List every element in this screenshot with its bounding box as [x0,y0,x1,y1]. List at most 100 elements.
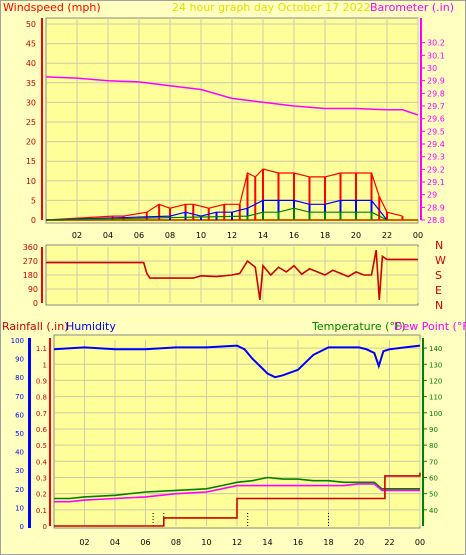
x-tick-label: 16 [293,538,303,547]
wind-baro-x-ticks: 02 04 06 08 10 12 14 16 18 20 22 00 [72,231,423,240]
temperature-tick-label: 90 [429,426,438,434]
barometer-tick-label: 29 [427,191,437,200]
humidity-tick-label: 90 [15,356,24,364]
barometer-tick-label: 28.9 [427,203,445,212]
windspeed-tick-label: 45 [26,40,36,49]
x-tick-label: 00 [413,231,423,240]
rainfall-tick-label: 0.5 [36,442,47,450]
rain-x-ticks: 02 04 06 08 10 12 14 16 18 20 22 00 [79,538,425,547]
temperature-tick-label: 110 [429,394,442,402]
rainfall-tick-label: 0.3 [36,474,47,482]
rainfall-axis-ticks: 0 0.1 0.2 0.3 0.4 0.5 0.6 0.7 0.8 0.9 1 1.1 [36,338,51,531]
windspeed-tick-label: 0 [31,216,36,225]
temperature-tick-label: 40 [429,507,438,515]
humidity-tick-label: 40 [15,449,24,457]
x-tick-label: 12 [227,231,237,240]
x-tick-label: 06 [140,538,150,547]
x-tick-label: 08 [171,538,181,547]
temperature-tick-label: 50 [429,491,438,499]
rainfall-series [54,472,421,527]
dew-point-series [54,483,420,503]
barometer-tick-label: 29.4 [427,140,445,149]
windspeed-tick-label: 10 [26,177,36,186]
temperature-tick-label: 100 [429,410,442,418]
humidity-tick-label: 10 [15,504,24,512]
humidity-tick-label: 20 [15,486,24,494]
humidity-series [53,344,421,379]
temperature-axis-label: Temperature (°F) [311,320,406,333]
rainfall-tick-label: 1 [43,361,47,369]
rainfall-tick-label: 0.9 [36,377,47,385]
compass-label: W [435,254,446,267]
chart-title: 24 hour graph day October 17 2022 [172,1,371,14]
rainfall-tick-label: 0.4 [36,458,48,466]
humidity-tick-label: 30 [15,467,24,475]
x-tick-label: 18 [320,231,330,240]
x-tick-label: 22 [384,538,394,547]
temperature-tick-label: 70 [429,458,438,466]
barometer-tick-label: 30.1 [427,51,445,60]
x-tick-label: 04 [110,538,120,547]
x-tick-label: 10 [201,538,211,547]
windspeed-tick-label: 40 [26,59,36,68]
rainfall-tick-label: 0 [43,523,47,531]
humidity-tick-label: 70 [15,393,24,401]
x-tick-label: 00 [415,538,425,547]
windspeed-tick-label: 20 [26,138,36,147]
windspeed-tick-label: 30 [26,98,36,107]
direction-series [46,249,418,301]
temperature-tick-label: 60 [429,474,438,482]
humidity-axis-bar [28,338,31,528]
wind-gust-series [45,168,403,221]
temperature-tick-label: 140 [429,345,442,353]
wind-average-series [45,199,388,221]
humidity-axis-label: Humidity [66,320,116,333]
barometer-tick-label: 29.1 [427,178,445,187]
rainfall-tick-label: 0.2 [36,491,47,499]
x-tick-label: 02 [79,538,89,547]
wind-baro-series [45,76,419,221]
direction-tick-label: 90 [28,285,38,294]
temperature-tick-label: 130 [429,361,442,369]
rain-grid [54,340,421,526]
barometer-axis-ticks: 28.8 28.9 29 29.1 29.2 29.3 29.4 29.5 29.6 29.7 29… [420,18,445,225]
dewpoint-axis-label: Dew Point (°F) [394,320,466,333]
x-tick-label: 20 [351,231,361,240]
direction-tick-label: 0 [33,299,38,308]
temperature-tick-label: 120 [429,377,442,385]
humidity-tick-label: 60 [15,411,24,419]
humidity-axis-ticks: 0 10 20 30 40 50 60 70 80 90 100 [11,337,24,531]
compass-label: N [435,239,443,252]
x-tick-label: 04 [103,231,113,240]
x-tick-label: 12 [232,538,242,547]
temperature-axis-ticks: 40 50 60 70 80 90 100 110 120 130 140 [422,338,442,526]
direction-tick-label: 360 [23,243,38,252]
barometer-axis-label: Barometer (.in) [370,1,454,14]
windspeed-tick-label: 25 [26,118,36,127]
barometer-tick-label: 30.2 [427,39,445,48]
windspeed-axis-label: Windspeed (mph) [3,1,101,14]
x-tick-label: 08 [165,231,175,240]
windspeed-tick-label: 5 [31,196,36,205]
barometer-tick-label: 30 [427,64,437,73]
windspeed-tick-label: 15 [26,157,36,166]
rainfall-tick-label: 0.1 [36,507,47,515]
compass-label: N [435,299,443,312]
humidity-tick-label: 0 [20,523,24,531]
rainfall-tick-label: 0.8 [36,394,47,402]
direction-tick-label: 270 [23,257,38,266]
x-tick-label: 02 [72,231,82,240]
windspeed-axis-ticks: 0 5 10 15 20 25 30 35 40 45 50 [26,18,43,225]
barometer-tick-label: 29.5 [427,127,445,136]
windspeed-tick-label: 50 [26,20,36,29]
x-tick-label: 06 [134,231,144,240]
rainfall-tick-label: 1.1 [36,345,47,353]
barometer-tick-label: 29.2 [427,165,445,174]
x-tick-label: 22 [382,231,392,240]
temperature-tick-label: 80 [429,442,438,450]
x-tick-label: 10 [196,231,206,240]
rainfall-tick-label: 0.7 [36,410,47,418]
x-tick-label: 20 [354,538,364,547]
